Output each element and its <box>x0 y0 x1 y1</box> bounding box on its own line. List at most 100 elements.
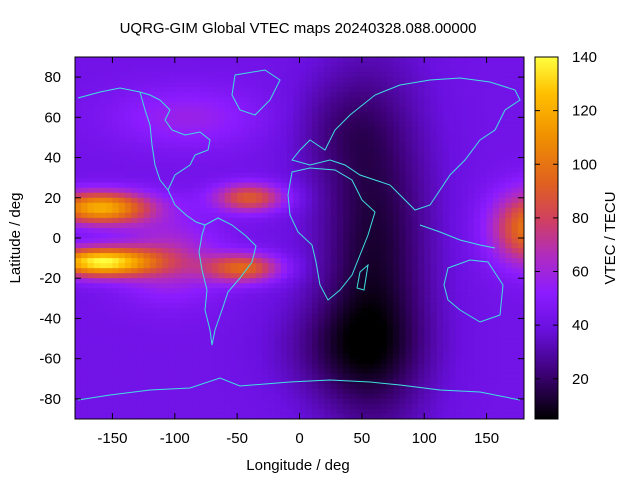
heatmap-cell <box>87 313 95 320</box>
heatmap-cell <box>417 333 425 340</box>
heatmap-cell <box>430 222 438 229</box>
heatmap-cell <box>305 202 313 209</box>
heatmap-cell <box>75 348 82 355</box>
heatmap-cell <box>268 217 276 224</box>
heatmap-cell <box>218 248 226 254</box>
heatmap-cell <box>168 107 176 113</box>
heatmap-cell <box>386 333 394 340</box>
heatmap-cell <box>268 192 276 199</box>
heatmap-cell <box>461 172 469 179</box>
heatmap-cell <box>106 343 114 350</box>
heatmap-cell <box>492 182 500 189</box>
heatmap-cell <box>81 87 89 93</box>
heatmap-cell <box>380 167 388 174</box>
heatmap-cell <box>106 313 114 320</box>
heatmap-cell <box>112 182 120 189</box>
heatmap-cell <box>99 373 107 380</box>
heatmap-cell <box>81 232 89 239</box>
heatmap-cell <box>318 243 326 249</box>
heatmap-cell <box>492 77 500 83</box>
heatmap-cell <box>380 132 388 139</box>
heatmap-cell <box>517 177 524 184</box>
heatmap-cell <box>280 67 288 73</box>
heatmap-cell <box>517 132 524 139</box>
heatmap-cell <box>480 248 488 254</box>
heatmap-cell <box>486 353 494 360</box>
heatmap-cell <box>168 398 176 405</box>
heatmap-cell <box>106 368 114 375</box>
heatmap-cell <box>343 162 350 169</box>
heatmap-cell <box>131 167 138 174</box>
heatmap-cell <box>205 298 213 304</box>
heatmap-cell <box>336 378 344 385</box>
heatmap-cell <box>361 197 369 204</box>
heatmap-cell <box>430 117 438 123</box>
heatmap-cell <box>361 253 369 259</box>
heatmap-cell <box>174 358 182 365</box>
heatmap-cell <box>299 112 307 118</box>
heatmap-cell <box>393 142 400 149</box>
heatmap-cell <box>380 107 388 113</box>
heatmap-cell <box>424 57 432 63</box>
heatmap-cell <box>393 102 400 108</box>
heatmap-cell <box>349 393 357 400</box>
heatmap-cell <box>305 313 313 320</box>
heatmap-cell <box>324 288 332 294</box>
heatmap-cell <box>417 92 425 98</box>
heatmap-cell <box>343 227 350 234</box>
heatmap-cell <box>274 283 282 289</box>
heatmap-cell <box>442 313 450 320</box>
heatmap-cell <box>106 177 114 184</box>
heatmap-cell <box>218 227 226 234</box>
heatmap-cell <box>368 207 375 214</box>
heatmap-cell <box>243 303 251 309</box>
heatmap-cell <box>399 288 407 294</box>
heatmap-cell <box>174 363 182 370</box>
heatmap-cell <box>442 102 450 108</box>
heatmap-cell <box>99 398 107 405</box>
heatmap-cell <box>168 182 176 189</box>
heatmap-cell <box>461 87 469 93</box>
heatmap-cell <box>461 243 469 249</box>
heatmap-cell <box>174 172 182 179</box>
heatmap-cell <box>492 238 500 244</box>
heatmap-cell <box>511 248 519 254</box>
heatmap-cell <box>137 187 145 194</box>
heatmap-cell <box>181 67 188 73</box>
heatmap-cell <box>486 368 494 375</box>
heatmap-cell <box>449 283 457 289</box>
heatmap-cell <box>124 398 132 405</box>
heatmap-cell <box>505 97 513 103</box>
heatmap-cell <box>143 383 151 390</box>
heatmap-cell <box>511 243 519 249</box>
heatmap-cell <box>305 383 313 390</box>
heatmap-cell <box>430 127 438 134</box>
heatmap-cell <box>499 202 506 209</box>
heatmap-cell <box>268 122 276 128</box>
heatmap-cell <box>355 222 363 229</box>
heatmap-cell <box>137 263 145 269</box>
heatmap-cell <box>106 142 114 149</box>
heatmap-cell <box>386 142 394 149</box>
heatmap-cell <box>311 197 319 204</box>
chart-title: UQRG-GIM Global VTEC maps 20240328.088.0… <box>120 20 477 37</box>
heatmap-cell <box>168 353 176 360</box>
heatmap-cell <box>336 283 344 289</box>
heatmap-cell <box>505 172 513 179</box>
heatmap-cell <box>168 102 176 108</box>
heatmap-cell <box>230 363 238 370</box>
heatmap-cell <box>193 102 201 108</box>
heatmap-cell <box>199 167 207 174</box>
heatmap-cell <box>87 368 95 375</box>
heatmap-cell <box>143 343 151 350</box>
heatmap-cell <box>492 393 500 400</box>
heatmap-cell <box>193 388 201 395</box>
heatmap-cell <box>492 333 500 340</box>
heatmap-cell <box>436 167 444 174</box>
heatmap-cell <box>474 278 481 284</box>
heatmap-cell <box>374 253 382 259</box>
heatmap-cell <box>287 353 294 360</box>
heatmap-cell <box>293 248 301 254</box>
heatmap-cell <box>287 87 294 93</box>
heatmap-cell <box>230 308 238 315</box>
